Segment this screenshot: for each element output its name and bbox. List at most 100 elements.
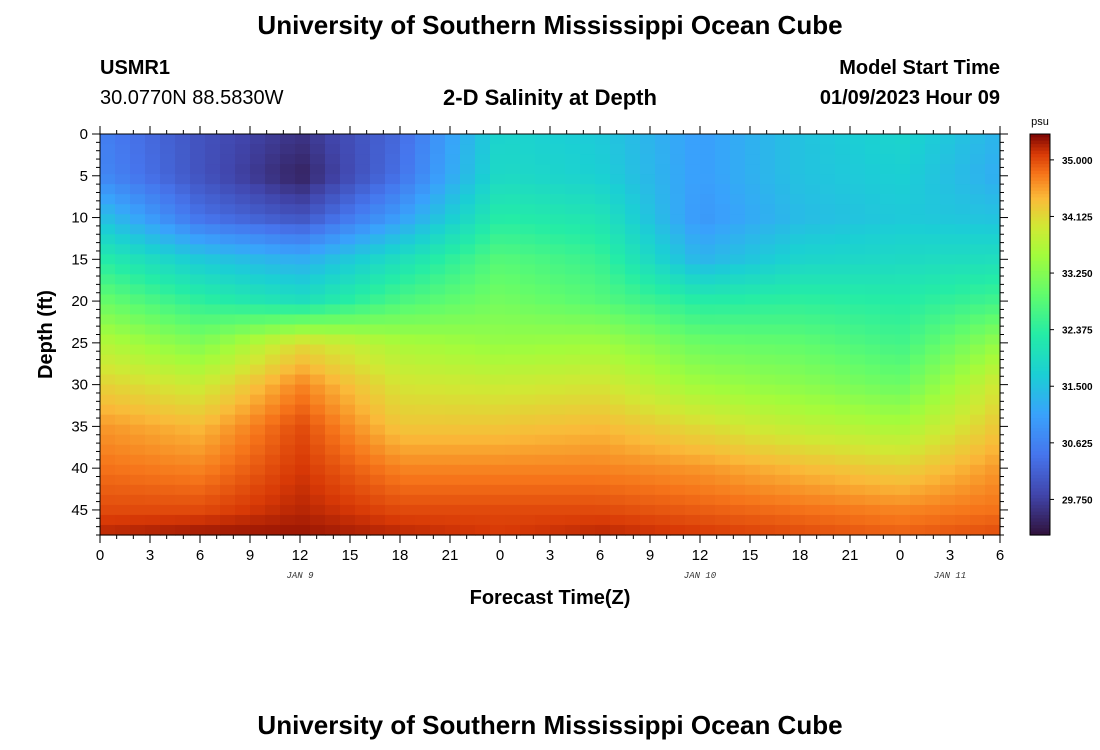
heatmap-cell <box>730 324 746 336</box>
heatmap-cell <box>580 454 596 466</box>
heatmap-cell <box>745 264 761 275</box>
heatmap-cell <box>790 364 806 376</box>
heatmap-cell <box>550 234 566 245</box>
heatmap-cell <box>550 164 566 175</box>
heatmap-cell <box>175 244 191 255</box>
heatmap-cell <box>820 354 836 366</box>
heatmap-cell <box>475 394 491 406</box>
heatmap-cell <box>925 224 941 235</box>
heatmap-cell <box>910 454 926 466</box>
heatmap-cell <box>430 184 446 195</box>
heatmap-cell <box>625 414 641 426</box>
colorbar-swatch <box>1030 494 1050 499</box>
heatmap-cell <box>160 164 176 175</box>
heatmap-cell <box>625 154 641 165</box>
heatmap-cell <box>445 364 461 376</box>
heatmap-cell <box>370 154 386 165</box>
heatmap-cell <box>775 254 791 265</box>
heatmap-cell <box>610 324 626 336</box>
heatmap-cell <box>265 404 281 416</box>
heatmap-cell <box>985 204 1001 215</box>
heatmap-cell <box>835 354 851 366</box>
heatmap-cell <box>865 484 881 496</box>
heatmap-cell <box>250 294 266 306</box>
heatmap-cell <box>475 154 491 165</box>
heatmap-cell <box>700 174 716 185</box>
heatmap-cell <box>910 164 926 175</box>
heatmap-cell <box>520 464 536 476</box>
heatmap-cell <box>370 334 386 346</box>
heatmap-cell <box>475 434 491 446</box>
heatmap-cell <box>640 484 656 496</box>
heatmap-cell <box>445 444 461 456</box>
heatmap-cell <box>625 424 641 436</box>
heatmap-cell <box>445 374 461 386</box>
heatmap-cell <box>370 234 386 245</box>
heatmap-cell <box>910 394 926 406</box>
x-tick-label: 6 <box>196 547 204 564</box>
heatmap-cell <box>205 514 221 526</box>
heatmap-cell <box>865 474 881 486</box>
heatmap-cell <box>490 444 506 456</box>
colorbar-swatch <box>1030 504 1050 509</box>
heatmap-cell <box>700 134 716 145</box>
heatmap-cell <box>895 344 911 356</box>
heatmap-cell <box>310 164 326 175</box>
heatmap-cell <box>910 284 926 296</box>
colorbar-swatch <box>1030 468 1050 473</box>
heatmap-cell <box>115 344 131 356</box>
heatmap-cell <box>325 154 341 165</box>
heatmap-cell <box>775 274 791 285</box>
heatmap-cell <box>700 314 716 326</box>
heatmap-cell <box>205 474 221 486</box>
heatmap-cell <box>640 394 656 406</box>
heatmap-cell <box>265 374 281 386</box>
heatmap-cell <box>415 354 431 366</box>
heatmap-cell <box>220 254 236 265</box>
heatmap-cell <box>295 174 311 185</box>
heatmap-cell <box>370 354 386 366</box>
heatmap-cell <box>235 134 251 145</box>
heatmap-cell <box>205 454 221 466</box>
heatmap-cell <box>145 134 161 145</box>
heatmap-cell <box>760 224 776 235</box>
heatmap-cell <box>385 164 401 175</box>
heatmap-cell <box>835 504 851 516</box>
heatmap-cell <box>235 204 251 215</box>
heatmap-cell <box>910 474 926 486</box>
heatmap-cell <box>730 384 746 396</box>
heatmap-cell <box>340 324 356 336</box>
heatmap-cell <box>655 374 671 386</box>
heatmap-cell <box>265 354 281 366</box>
heatmap-cell <box>295 224 311 235</box>
heatmap-cell <box>160 224 176 235</box>
heatmap-cell <box>145 234 161 245</box>
heatmap-cell <box>295 274 311 285</box>
heatmap-cell <box>640 504 656 516</box>
heatmap-cell <box>415 524 431 536</box>
heatmap-cell <box>115 254 131 265</box>
heatmap-cell <box>475 284 491 296</box>
heatmap-cell <box>100 184 116 195</box>
heatmap-cell <box>445 244 461 255</box>
heatmap-cell <box>910 144 926 155</box>
heatmap-cell <box>190 414 206 426</box>
heatmap-cell <box>385 274 401 285</box>
heatmap-cell <box>985 364 1001 376</box>
heatmap-cell <box>910 224 926 235</box>
heatmap-cell <box>685 224 701 235</box>
heatmap-cell <box>190 184 206 195</box>
heatmap-cell <box>760 284 776 296</box>
colorbar-swatch <box>1030 428 1050 433</box>
heatmap-cell <box>985 324 1001 336</box>
heatmap-cell <box>355 424 371 436</box>
heatmap-cell <box>685 294 701 306</box>
heatmap-cell <box>880 494 896 506</box>
heatmap-cell <box>100 284 116 296</box>
heatmap-cell <box>145 224 161 235</box>
heatmap-cell <box>190 494 206 506</box>
heatmap-cell <box>265 254 281 265</box>
heatmap-cell <box>955 304 971 316</box>
heatmap-cell <box>145 434 161 446</box>
colorbar-swatch <box>1030 137 1050 142</box>
